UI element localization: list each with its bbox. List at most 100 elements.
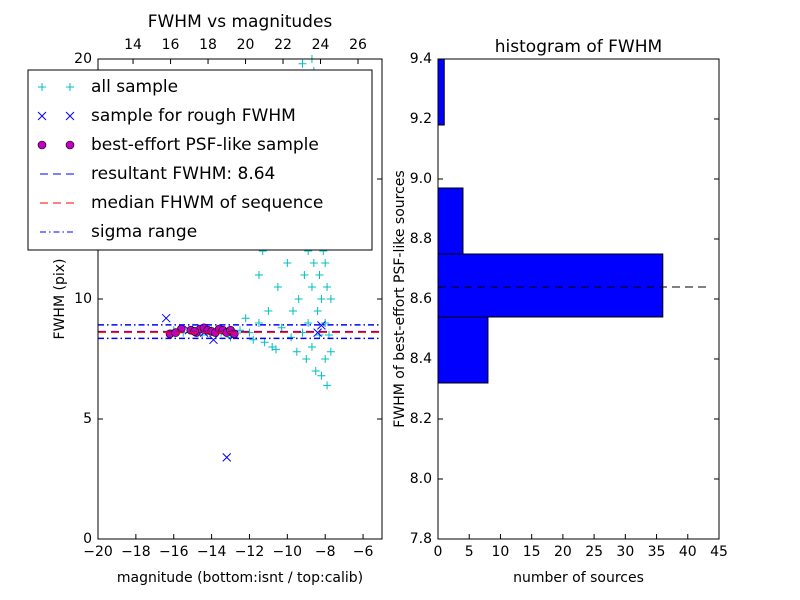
point bbox=[326, 347, 335, 356]
y-tick-label: 8.4 bbox=[410, 351, 432, 367]
point bbox=[236, 326, 244, 335]
chart-title: FWHM vs magnitudes bbox=[148, 12, 333, 32]
y-tick-label: 10 bbox=[74, 291, 92, 307]
x2-tick-label: 26 bbox=[349, 37, 367, 53]
x-tick-label: −6 bbox=[353, 544, 374, 560]
x-tick-label: 35 bbox=[648, 544, 666, 560]
y-axis-label: FWHM of best-effort PSF-like sources bbox=[392, 170, 408, 427]
legend-marker bbox=[38, 83, 46, 91]
x-tick-label: −20 bbox=[83, 544, 113, 560]
y-tick-label: 7.8 bbox=[410, 531, 432, 547]
point bbox=[317, 371, 326, 380]
y-tick-label: 9.4 bbox=[410, 51, 432, 67]
x-tick-label: 30 bbox=[616, 544, 634, 560]
point bbox=[294, 295, 303, 303]
y-tick-label: 8.0 bbox=[410, 471, 432, 487]
x-tick-label: −18 bbox=[121, 544, 151, 560]
x2-tick-label: 24 bbox=[312, 37, 330, 53]
point bbox=[277, 323, 286, 332]
point bbox=[315, 271, 324, 279]
point bbox=[249, 335, 258, 344]
legend-label: sample for rough FWHM bbox=[91, 106, 296, 126]
point bbox=[307, 283, 316, 291]
point bbox=[264, 307, 273, 315]
point bbox=[283, 259, 292, 267]
x-tick-label: −12 bbox=[235, 544, 265, 560]
legend-marker bbox=[37, 111, 47, 121]
bar bbox=[437, 253, 664, 318]
point bbox=[309, 259, 318, 267]
y-axis-label: FWHM (pix) bbox=[52, 259, 68, 340]
x-tick-label: 5 bbox=[465, 544, 474, 560]
legend-label: sigma range bbox=[91, 222, 197, 242]
y-tick-label: 5 bbox=[83, 411, 92, 427]
legend-marker bbox=[65, 140, 75, 150]
point bbox=[323, 381, 332, 390]
y-tick-label: 20 bbox=[74, 51, 92, 67]
x2-tick-label: 22 bbox=[274, 37, 292, 53]
point bbox=[287, 333, 296, 342]
point bbox=[313, 328, 322, 337]
point bbox=[254, 271, 263, 279]
point bbox=[302, 355, 311, 363]
point bbox=[292, 347, 301, 356]
x-tick-label: 0 bbox=[434, 544, 443, 560]
y-tick-label: 8.8 bbox=[410, 231, 432, 247]
x-tick-label: 25 bbox=[585, 544, 603, 560]
point bbox=[241, 314, 250, 323]
x2-tick-label: 14 bbox=[124, 37, 142, 53]
x-tick-label: −16 bbox=[159, 544, 189, 560]
y-tick-label: 9.2 bbox=[410, 111, 432, 127]
y-tick-label: 8.2 bbox=[410, 411, 432, 427]
point bbox=[298, 59, 307, 68]
point bbox=[311, 367, 320, 375]
point bbox=[289, 307, 298, 315]
point bbox=[161, 313, 171, 323]
point bbox=[321, 319, 330, 327]
x-tick-label: 40 bbox=[679, 544, 697, 560]
point bbox=[271, 345, 280, 354]
x-tick-label: 45 bbox=[710, 544, 728, 560]
x-tick-label: 15 bbox=[523, 544, 541, 560]
point bbox=[300, 271, 309, 279]
legend-marker bbox=[66, 83, 74, 91]
y-tick-label: 9.0 bbox=[410, 171, 432, 187]
x2-tick-label: 18 bbox=[199, 37, 217, 53]
x-axis-label: magnitude (bottom:isnt / top:calib) bbox=[117, 570, 363, 586]
plot-frame bbox=[97, 58, 383, 540]
bar bbox=[437, 316, 489, 384]
legend-label: best-effort PSF-like sample bbox=[91, 135, 319, 155]
x-axis-label: number of sources bbox=[513, 570, 644, 586]
legend-label: all sample bbox=[91, 77, 178, 97]
point bbox=[321, 355, 330, 363]
x-tick-label: −14 bbox=[197, 544, 227, 560]
x-tick-label: 20 bbox=[554, 544, 572, 560]
chart-title: histogram of FWHM bbox=[495, 37, 662, 57]
point bbox=[317, 295, 326, 303]
x2-tick-label: 20 bbox=[237, 37, 255, 53]
point bbox=[321, 259, 330, 267]
x-tick-label: −10 bbox=[273, 544, 303, 560]
plot-frame bbox=[437, 58, 720, 540]
point bbox=[313, 307, 322, 315]
point bbox=[326, 295, 335, 303]
y-tick-label: 0 bbox=[83, 531, 92, 547]
x2-tick-label: 16 bbox=[162, 37, 180, 53]
bar bbox=[437, 58, 445, 126]
point bbox=[304, 319, 313, 327]
bar bbox=[437, 187, 464, 255]
x-tick-label: 10 bbox=[492, 544, 510, 560]
point bbox=[222, 453, 232, 462]
legend-label: resultant FWHM: 8.64 bbox=[91, 164, 275, 184]
point bbox=[260, 338, 269, 347]
point bbox=[317, 321, 326, 330]
x-tick-label: −8 bbox=[315, 544, 336, 560]
point bbox=[273, 283, 282, 291]
y-tick-label: 8.6 bbox=[410, 291, 432, 307]
legend-label: median FHWM of sequence bbox=[91, 193, 323, 213]
legend-marker bbox=[65, 111, 75, 121]
legend-marker bbox=[37, 140, 47, 150]
point bbox=[254, 319, 263, 327]
